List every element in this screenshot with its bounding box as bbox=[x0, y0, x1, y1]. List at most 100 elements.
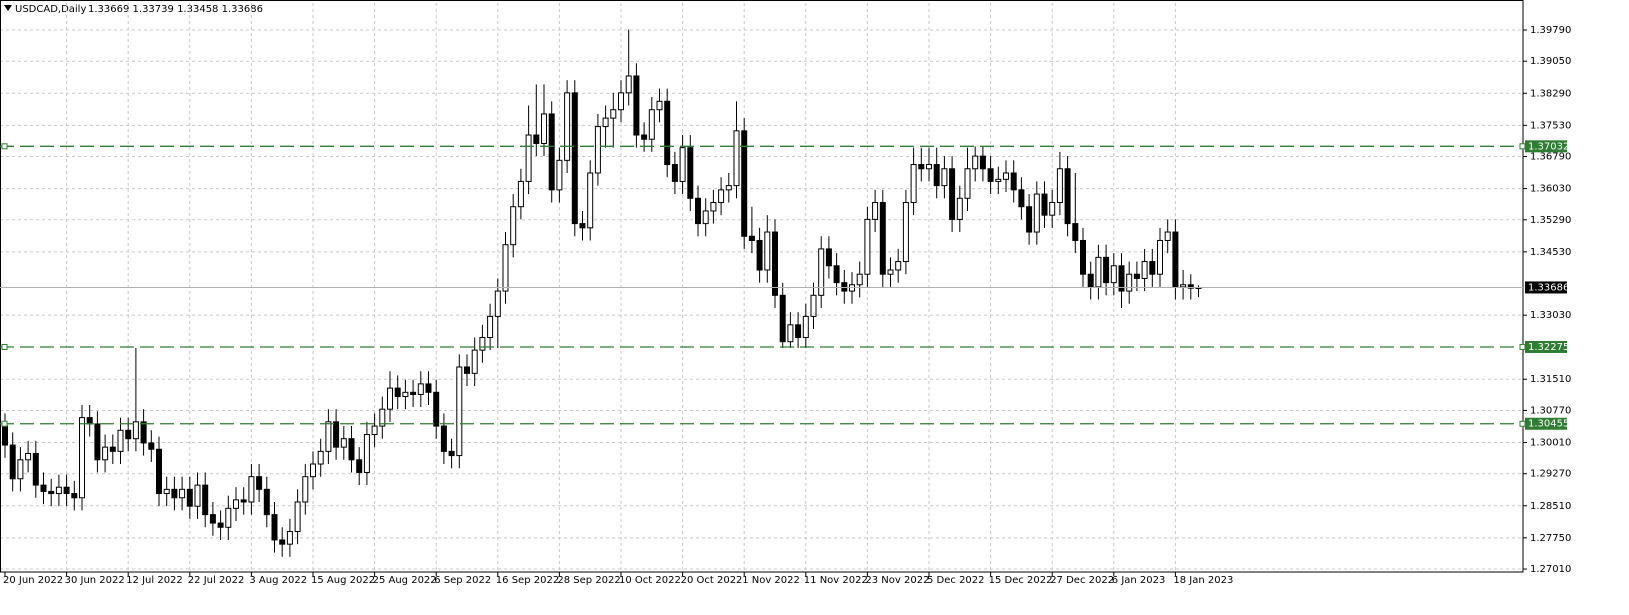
candle-body bbox=[325, 421, 332, 452]
candle-body bbox=[1056, 168, 1063, 204]
x-tick-label: 5 Dec 2022 bbox=[927, 575, 985, 586]
level-label: 1.37032 bbox=[1528, 141, 1569, 152]
x-tick-label: 30 Jun 2022 bbox=[65, 575, 125, 586]
x-tick-label: 12 Jul 2022 bbox=[126, 575, 183, 586]
y-tick-label: 1.38290 bbox=[1530, 88, 1571, 99]
candle-body bbox=[1118, 265, 1125, 292]
candle-body bbox=[995, 178, 1002, 182]
candle-body bbox=[579, 223, 586, 229]
candle-body bbox=[440, 425, 447, 452]
candle-body bbox=[1149, 261, 1156, 275]
candle-body bbox=[941, 168, 948, 187]
candle-body bbox=[163, 488, 170, 495]
candle-body bbox=[55, 486, 62, 495]
candle-body bbox=[140, 421, 147, 444]
candle-body bbox=[79, 417, 85, 499]
candle-body bbox=[695, 197, 701, 225]
candle-body bbox=[864, 218, 871, 275]
candle-body bbox=[779, 294, 786, 343]
candle-body bbox=[741, 130, 748, 237]
candle-body bbox=[1003, 172, 1009, 180]
candle-body bbox=[987, 168, 994, 182]
candle-body bbox=[225, 507, 232, 528]
candle-body bbox=[1087, 273, 1094, 288]
candle-body bbox=[333, 421, 340, 448]
candle-body bbox=[718, 189, 725, 204]
candle-body bbox=[371, 425, 378, 435]
candle-body bbox=[363, 433, 370, 473]
candle-body bbox=[263, 488, 270, 516]
candle-body bbox=[810, 294, 817, 317]
y-tick-label: 1.35290 bbox=[1530, 215, 1571, 226]
candle-body bbox=[71, 493, 78, 499]
candle-body bbox=[102, 446, 109, 461]
candle-body bbox=[564, 92, 571, 161]
candle-body bbox=[1141, 261, 1148, 279]
candle-body bbox=[302, 476, 309, 503]
candle-body bbox=[394, 387, 401, 398]
candle-body bbox=[1049, 202, 1056, 216]
candle-body bbox=[240, 499, 247, 503]
x-tick-label: 18 Jan 2023 bbox=[1173, 575, 1233, 586]
candle-body bbox=[541, 113, 547, 144]
x-tick-label: 6 Jan 2023 bbox=[1112, 575, 1166, 586]
candle-body bbox=[356, 459, 363, 473]
candle-body bbox=[656, 100, 663, 111]
candle-body bbox=[748, 235, 755, 241]
candle-body bbox=[910, 164, 917, 204]
candle-body bbox=[1041, 193, 1048, 216]
y-tick-label: 1.29270 bbox=[1530, 469, 1571, 480]
candle-body bbox=[279, 539, 286, 545]
candle-body bbox=[132, 421, 139, 440]
candle-body bbox=[918, 164, 925, 170]
candle-body bbox=[1110, 265, 1117, 284]
candle-body bbox=[464, 366, 470, 374]
x-tick-label: 28 Sep 2022 bbox=[557, 575, 620, 586]
menu-triangle[interactable] bbox=[4, 5, 12, 11]
candle-body bbox=[448, 450, 455, 457]
x-tick-label: 22 Jul 2022 bbox=[188, 575, 245, 586]
candle-body bbox=[179, 488, 186, 499]
last-price-label: 1.33686 bbox=[1528, 282, 1569, 293]
candle-body bbox=[1172, 231, 1179, 288]
candle-body bbox=[248, 476, 255, 503]
level-handle bbox=[1519, 143, 1526, 150]
y-tick-label: 1.34530 bbox=[1530, 247, 1571, 258]
candle-body bbox=[40, 484, 47, 492]
candle-body bbox=[125, 429, 132, 440]
candle-body bbox=[1164, 231, 1171, 241]
candle-body bbox=[1157, 239, 1163, 275]
candle-body bbox=[979, 155, 986, 170]
candle-body bbox=[825, 248, 832, 267]
candle-body bbox=[618, 92, 624, 111]
candle-body bbox=[271, 514, 278, 541]
level-handle bbox=[1, 343, 8, 350]
candle-body bbox=[32, 452, 39, 486]
x-tick-label: 15 Aug 2022 bbox=[311, 575, 375, 586]
candle-body bbox=[795, 324, 802, 338]
candle-body bbox=[402, 391, 409, 398]
candle-body bbox=[856, 273, 863, 286]
candle-body bbox=[1072, 223, 1079, 241]
candle-body bbox=[733, 130, 740, 187]
candle-body bbox=[1126, 273, 1133, 292]
candle-body bbox=[510, 206, 517, 246]
candle-body bbox=[194, 484, 201, 507]
candle-body bbox=[502, 244, 509, 292]
candle-body bbox=[340, 438, 347, 448]
candle-body bbox=[841, 282, 848, 292]
candle-body bbox=[2, 425, 8, 446]
level-handle bbox=[1, 143, 8, 150]
candle-body bbox=[818, 248, 825, 296]
x-tick-label: 25 Aug 2022 bbox=[373, 575, 437, 586]
candle-body bbox=[202, 484, 209, 516]
candle-body bbox=[487, 315, 494, 338]
candle-body bbox=[571, 92, 578, 225]
candle-body bbox=[310, 463, 316, 478]
candle-body bbox=[625, 75, 632, 94]
candle-body bbox=[702, 210, 709, 225]
x-tick-label: 11 Nov 2022 bbox=[804, 575, 868, 586]
candle-body bbox=[471, 349, 478, 374]
candle-body bbox=[425, 383, 432, 393]
x-tick-label: 3 Aug 2022 bbox=[249, 575, 307, 586]
